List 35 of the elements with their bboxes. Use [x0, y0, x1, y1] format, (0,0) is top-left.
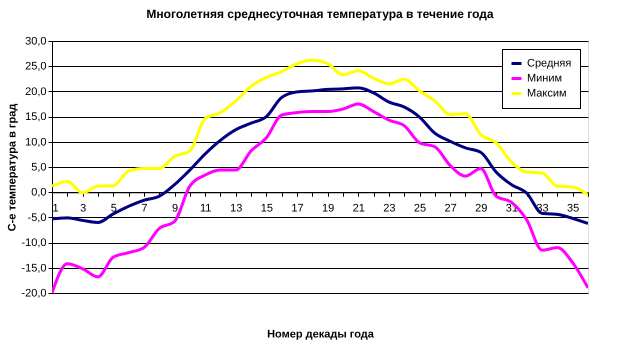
legend-label: Максим	[527, 88, 567, 100]
y-tick-label: 25,0	[25, 60, 46, 73]
y-tick-label: 10,0	[25, 136, 46, 148]
y-tick-label: -10,0	[21, 237, 46, 250]
x-tick-label: 23	[383, 202, 396, 215]
line-series	[52, 86, 588, 225]
y-tick-label: 5,0	[31, 162, 46, 174]
y-axis-title: С-е температура в град	[6, 104, 18, 232]
x-tick-label: 9	[172, 202, 178, 215]
x-tick-label: 13	[230, 202, 242, 215]
x-tick-label: 17	[291, 202, 304, 215]
y-tick-label: 0,0	[31, 186, 46, 199]
x-tick-label: 29	[475, 202, 488, 215]
x-tick-label: 15	[260, 202, 274, 215]
x-tick-label: 19	[322, 202, 334, 215]
line-series	[52, 58, 588, 196]
y-tick-label: 30,0	[25, 36, 46, 48]
x-tick-label: 5	[110, 202, 117, 215]
y-tick-label: 15,0	[25, 111, 46, 124]
y-tick-label: -5,0	[28, 212, 46, 224]
x-axis-title: Номер декады года	[267, 328, 375, 340]
y-tick-label: -15,0	[21, 262, 46, 274]
x-tick-label: 11	[200, 202, 212, 215]
legend-label: Миним	[527, 72, 562, 84]
x-tick-label: 7	[141, 202, 148, 215]
y-tick-label: -20,0	[21, 288, 46, 300]
x-tick-label: 1	[52, 202, 59, 215]
x-tick-label: 3	[80, 202, 86, 215]
x-tick-label: 35	[567, 202, 580, 215]
y-tick-label: 20,0	[25, 86, 46, 98]
x-tick-label: 27	[444, 202, 457, 215]
x-tick-label: 21	[352, 202, 365, 215]
chart-title: Многолетняя среднесуточная температура в течение года	[146, 7, 494, 21]
legend-label: Средняя	[527, 58, 572, 70]
x-tick-label: 25	[414, 202, 426, 215]
